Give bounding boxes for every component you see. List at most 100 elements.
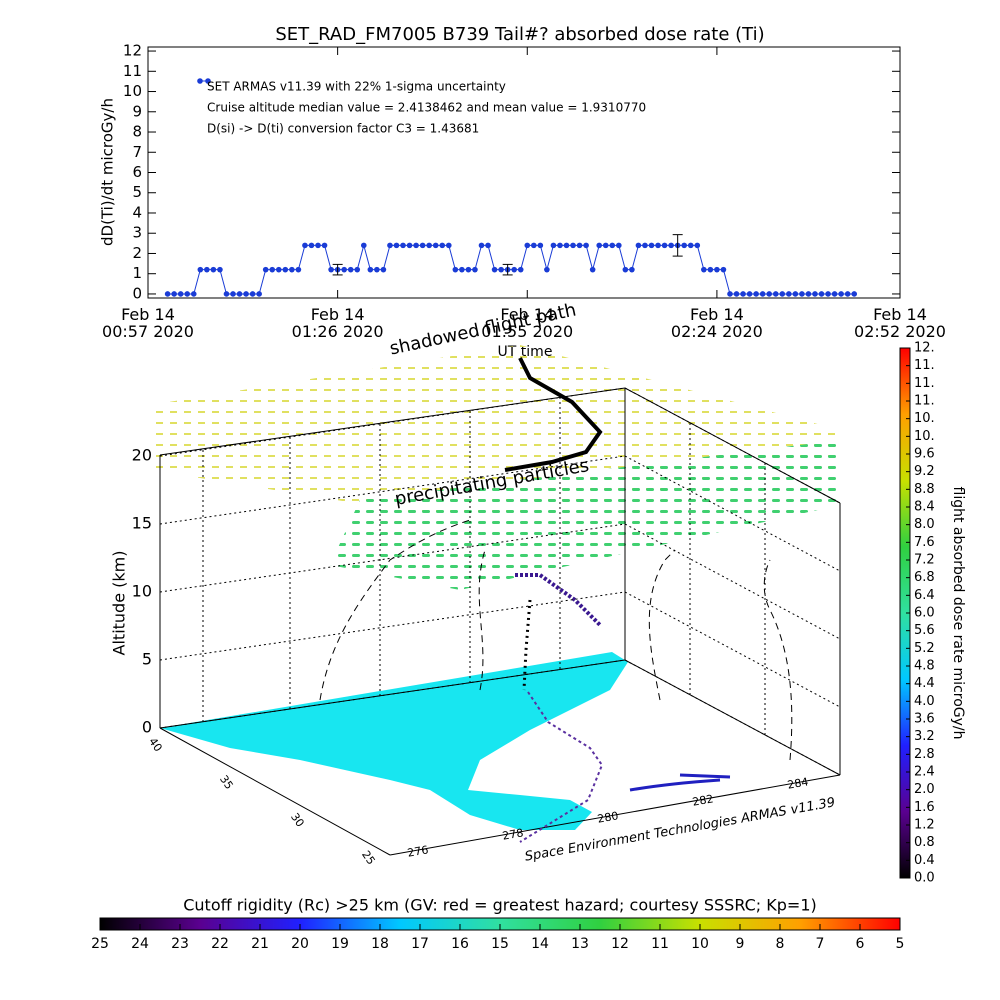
y-tick-label: 7 — [132, 143, 142, 161]
point — [485, 242, 491, 249]
point — [452, 266, 459, 273]
y-axis-label: dD(Ti)/dt microGy/h — [99, 98, 117, 246]
x-tick-label: Feb 14 02:52 2020 — [854, 305, 946, 341]
colorbar-tick-label: 1.6 — [914, 800, 935, 815]
grid-line — [159, 387, 841, 504]
legend-swatch — [205, 78, 211, 84]
point — [262, 266, 269, 273]
colorbar-tick-label: 10 — [691, 936, 709, 952]
y-tick-label: 2 — [132, 244, 142, 262]
colorbar-tick-label: 0.8 — [914, 835, 935, 850]
error-bar — [332, 263, 343, 276]
lon-tick-label: 278 — [501, 826, 524, 842]
point — [661, 242, 668, 249]
point — [609, 242, 616, 249]
colorbar-tick-label: 11 — [651, 936, 669, 952]
point — [236, 291, 243, 297]
colorbar-tick-label: 20 — [291, 936, 309, 952]
colorbar-tick-label: 7.6 — [914, 535, 935, 550]
point — [374, 266, 380, 273]
colorbar-tick-label: 15 — [491, 936, 509, 952]
z-tick-label: 0 — [142, 718, 152, 737]
point — [459, 266, 465, 273]
flight-path — [504, 357, 603, 472]
colorbar-tick-label: 22 — [211, 936, 229, 952]
point — [308, 242, 315, 249]
point — [838, 291, 844, 297]
colorbar-tick-label: 8.8 — [914, 482, 935, 497]
colorbar-title: Cutoff rigidity (Rc) >25 km (GV: red = g… — [183, 896, 817, 915]
point — [204, 266, 210, 273]
point — [707, 266, 714, 273]
grid-line — [159, 455, 841, 572]
point — [184, 291, 191, 297]
point — [818, 291, 825, 297]
point — [701, 266, 707, 273]
lon-tick-label: 280 — [596, 809, 619, 825]
colorbar-tick-label: 6.8 — [914, 570, 935, 585]
point — [426, 242, 432, 249]
point — [393, 242, 400, 249]
point — [164, 291, 171, 297]
colorbar-tick-label: 21 — [251, 936, 269, 952]
colorbar-tick-label: 11. — [914, 376, 935, 391]
point — [844, 291, 851, 297]
colorbar-tick-label: 0.4 — [914, 853, 935, 868]
point — [635, 242, 642, 249]
point — [367, 266, 374, 273]
y-tick-label: 11 — [123, 62, 142, 80]
lat-tick-label: 25 — [359, 848, 378, 867]
y-tick-label: 5 — [132, 183, 142, 201]
point — [243, 291, 249, 297]
point — [733, 291, 740, 297]
error-bar — [672, 234, 683, 257]
point — [478, 242, 485, 249]
point — [687, 242, 694, 249]
colorbar-label: flight absorbed dose rate microGy/h — [950, 487, 966, 740]
point — [289, 266, 295, 273]
land — [160, 652, 628, 830]
colorbar-tick-label: 13 — [571, 936, 589, 952]
z-axis-label: Altitude (km) — [110, 551, 129, 656]
point — [302, 242, 308, 249]
point — [354, 266, 361, 273]
y-tick-label: 4 — [132, 203, 142, 221]
point — [550, 242, 557, 249]
point — [622, 266, 629, 273]
point — [315, 242, 321, 249]
colorbar-tick-label: 11. — [914, 394, 935, 409]
point — [557, 242, 563, 249]
point — [282, 266, 289, 273]
point — [616, 242, 622, 249]
point — [406, 242, 413, 249]
colorbar-tick-label: 9 — [736, 936, 745, 952]
point — [786, 291, 792, 297]
z-tick-label: 5 — [142, 650, 152, 669]
point — [419, 242, 426, 249]
dose-field — [330, 440, 840, 590]
point — [465, 266, 472, 273]
point — [720, 266, 727, 273]
point — [511, 266, 517, 273]
colorbar-tick-label: 6.4 — [914, 588, 935, 603]
point — [694, 242, 701, 249]
point — [380, 266, 387, 273]
point — [805, 291, 812, 297]
lon-tick-label: 284 — [786, 775, 809, 791]
y-tick-label: 8 — [132, 123, 142, 141]
point — [432, 242, 439, 249]
point — [190, 291, 197, 297]
wall-grid — [202, 397, 766, 735]
point — [275, 266, 282, 273]
annotation: D(si) -> D(ti) conversion factor C3 = 1.… — [207, 122, 479, 136]
point — [347, 266, 354, 273]
colorbar-tick-label: 1.2 — [914, 818, 935, 833]
colorbar-tick-label: 19 — [331, 936, 349, 952]
colorbar-tick-label: 7.2 — [914, 553, 935, 568]
colorbar-tick-label: 24 — [131, 936, 149, 952]
point — [753, 291, 759, 297]
colorbar-tick-label: 10. — [914, 411, 935, 426]
point — [825, 291, 831, 297]
point — [740, 291, 746, 297]
